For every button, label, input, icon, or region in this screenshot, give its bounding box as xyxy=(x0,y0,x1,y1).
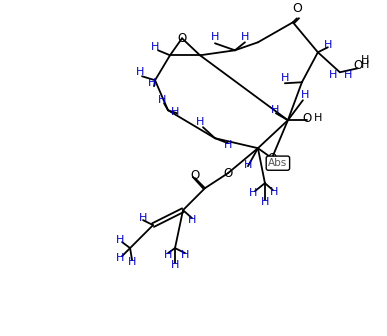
Text: O: O xyxy=(223,167,233,180)
Text: H: H xyxy=(139,213,147,223)
Text: H: H xyxy=(196,117,204,127)
Text: O: O xyxy=(353,59,363,72)
Text: O: O xyxy=(292,2,302,15)
Text: H: H xyxy=(281,73,289,83)
Text: H: H xyxy=(324,40,332,50)
Text: H: H xyxy=(270,187,278,197)
Text: H: H xyxy=(181,250,189,260)
Text: H: H xyxy=(249,188,257,198)
Text: Abs: Abs xyxy=(268,158,288,168)
Text: H: H xyxy=(158,95,166,105)
Text: H: H xyxy=(224,140,232,150)
Text: H: H xyxy=(301,90,309,100)
Text: H: H xyxy=(116,253,124,263)
Text: H: H xyxy=(148,78,156,88)
Text: H: H xyxy=(361,60,369,70)
Text: H: H xyxy=(151,42,159,52)
Text: H: H xyxy=(314,113,322,123)
Text: O: O xyxy=(177,32,187,45)
Text: H: H xyxy=(136,67,144,77)
Text: H: H xyxy=(344,70,352,80)
Text: H: H xyxy=(171,107,179,117)
Text: H: H xyxy=(211,32,219,42)
Text: H: H xyxy=(361,55,369,65)
Text: O: O xyxy=(190,169,200,182)
Text: H: H xyxy=(188,215,196,225)
Text: H: H xyxy=(329,70,337,80)
Text: H: H xyxy=(244,160,252,170)
Text: O: O xyxy=(267,152,277,165)
Text: H: H xyxy=(128,257,136,267)
Text: H: H xyxy=(164,250,172,260)
Text: H: H xyxy=(241,32,249,42)
Text: O: O xyxy=(302,112,312,125)
Text: H: H xyxy=(271,105,279,115)
Text: H: H xyxy=(261,197,269,207)
Text: H: H xyxy=(116,235,124,245)
Text: H: H xyxy=(171,260,179,270)
